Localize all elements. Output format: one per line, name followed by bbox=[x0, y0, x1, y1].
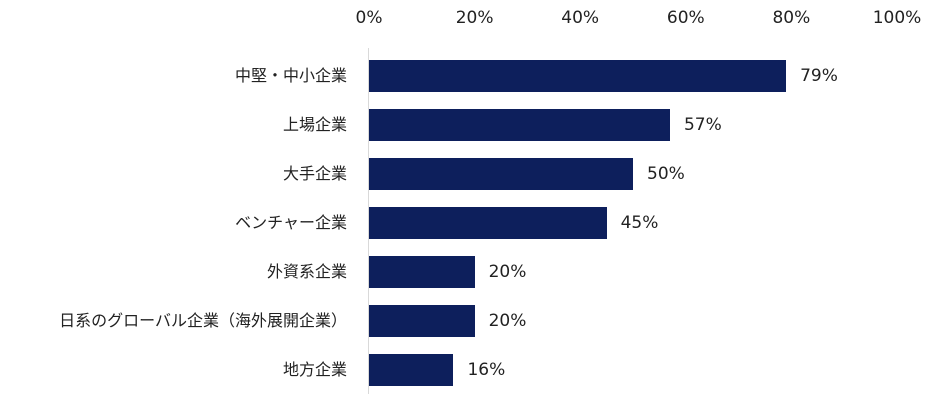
x-tick-label: 20% bbox=[455, 8, 494, 28]
x-tick-label: 0% bbox=[355, 8, 383, 28]
bar bbox=[369, 158, 633, 190]
value-label: 57% bbox=[683, 115, 722, 135]
value-label: 16% bbox=[467, 360, 506, 380]
category-label: 大手企業 bbox=[282, 164, 347, 183]
value-label: 20% bbox=[488, 311, 527, 331]
y-axis-line bbox=[368, 48, 369, 394]
category-label: 外資系企業 bbox=[266, 262, 347, 281]
category-label: 上場企業 bbox=[282, 115, 347, 134]
x-tick-label: 100% bbox=[872, 8, 922, 28]
category-label: 地方企業 bbox=[282, 360, 347, 379]
category-label: 中堅・中小企業 bbox=[234, 66, 347, 85]
x-tick-label: 60% bbox=[666, 8, 705, 28]
bar bbox=[369, 305, 475, 337]
bar bbox=[369, 109, 670, 141]
x-tick-label: 80% bbox=[772, 8, 811, 28]
value-label: 20% bbox=[488, 262, 527, 282]
value-label: 45% bbox=[620, 213, 659, 233]
category-label: ベンチャー企業 bbox=[235, 213, 347, 232]
bar bbox=[369, 60, 787, 92]
value-label: 50% bbox=[647, 164, 685, 184]
bar bbox=[369, 207, 607, 239]
x-tick-label: 40% bbox=[561, 8, 600, 28]
bar bbox=[369, 256, 475, 288]
category-label: 日系のグローバル企業（海外展開企業） bbox=[59, 311, 347, 330]
value-label: 79% bbox=[800, 66, 838, 86]
bar bbox=[369, 354, 454, 386]
